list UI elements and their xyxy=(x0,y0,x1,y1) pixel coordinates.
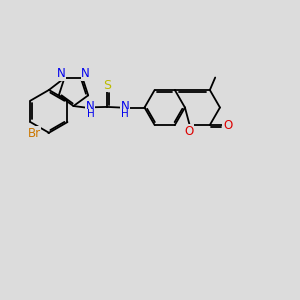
Text: H: H xyxy=(121,109,129,119)
Text: N: N xyxy=(81,67,90,80)
Text: Br: Br xyxy=(28,127,40,140)
Text: N: N xyxy=(86,100,95,113)
Text: N: N xyxy=(121,100,129,113)
Text: H: H xyxy=(87,109,94,119)
Text: N: N xyxy=(57,67,66,80)
Text: O: O xyxy=(184,125,194,138)
Text: O: O xyxy=(223,118,232,131)
Text: S: S xyxy=(103,79,111,92)
